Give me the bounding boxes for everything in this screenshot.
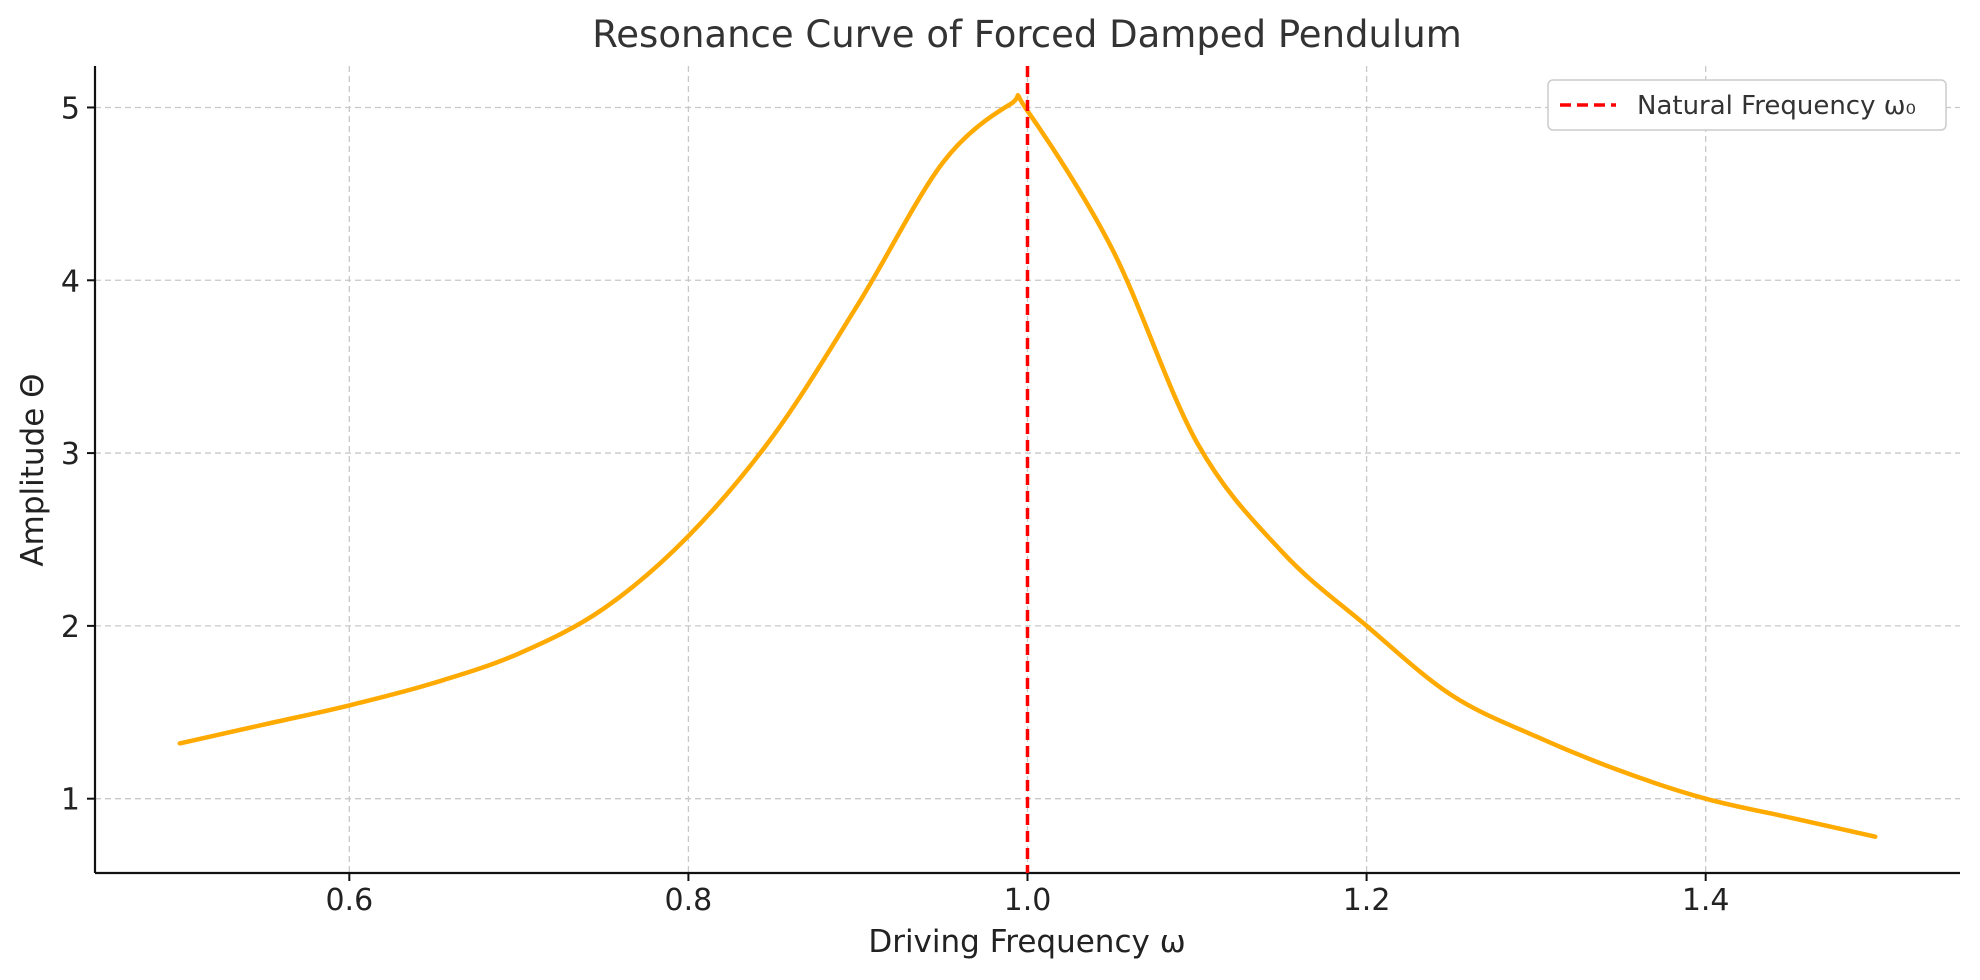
chart-title: Resonance Curve of Forced Damped Pendulu… (592, 13, 1461, 56)
x-axis-label: Driving Frequency ω (868, 924, 1185, 960)
tick-layer: 0.6 0.8 1.0 1.2 1.4 1 2 3 4 5 (61, 91, 1730, 918)
x-tick-label-3: 1.2 (1343, 883, 1391, 918)
legend: Natural Frequency ω₀ (1547, 79, 1947, 131)
series-layer (177, 92, 1878, 839)
y-tick-label-2: 3 (61, 437, 80, 472)
y-axis-label: Amplitude Θ (15, 373, 51, 566)
x-tick-label-0: 0.6 (325, 883, 373, 918)
y-tick-label-0: 1 (61, 783, 80, 818)
y-tick-label-1: 2 (61, 610, 80, 645)
legend-box (1547, 79, 1947, 131)
y-tick-label-3: 4 (61, 264, 80, 299)
legend-label-natural-frequency: Natural Frequency ω₀ (1637, 91, 1916, 121)
y-tick-label-4: 5 (61, 91, 80, 126)
series-line-0 (177, 92, 1878, 839)
x-tick-label-2: 1.0 (1004, 883, 1052, 918)
x-tick-label-4: 1.4 (1682, 883, 1730, 918)
x-tick-label-1: 0.8 (665, 883, 713, 918)
